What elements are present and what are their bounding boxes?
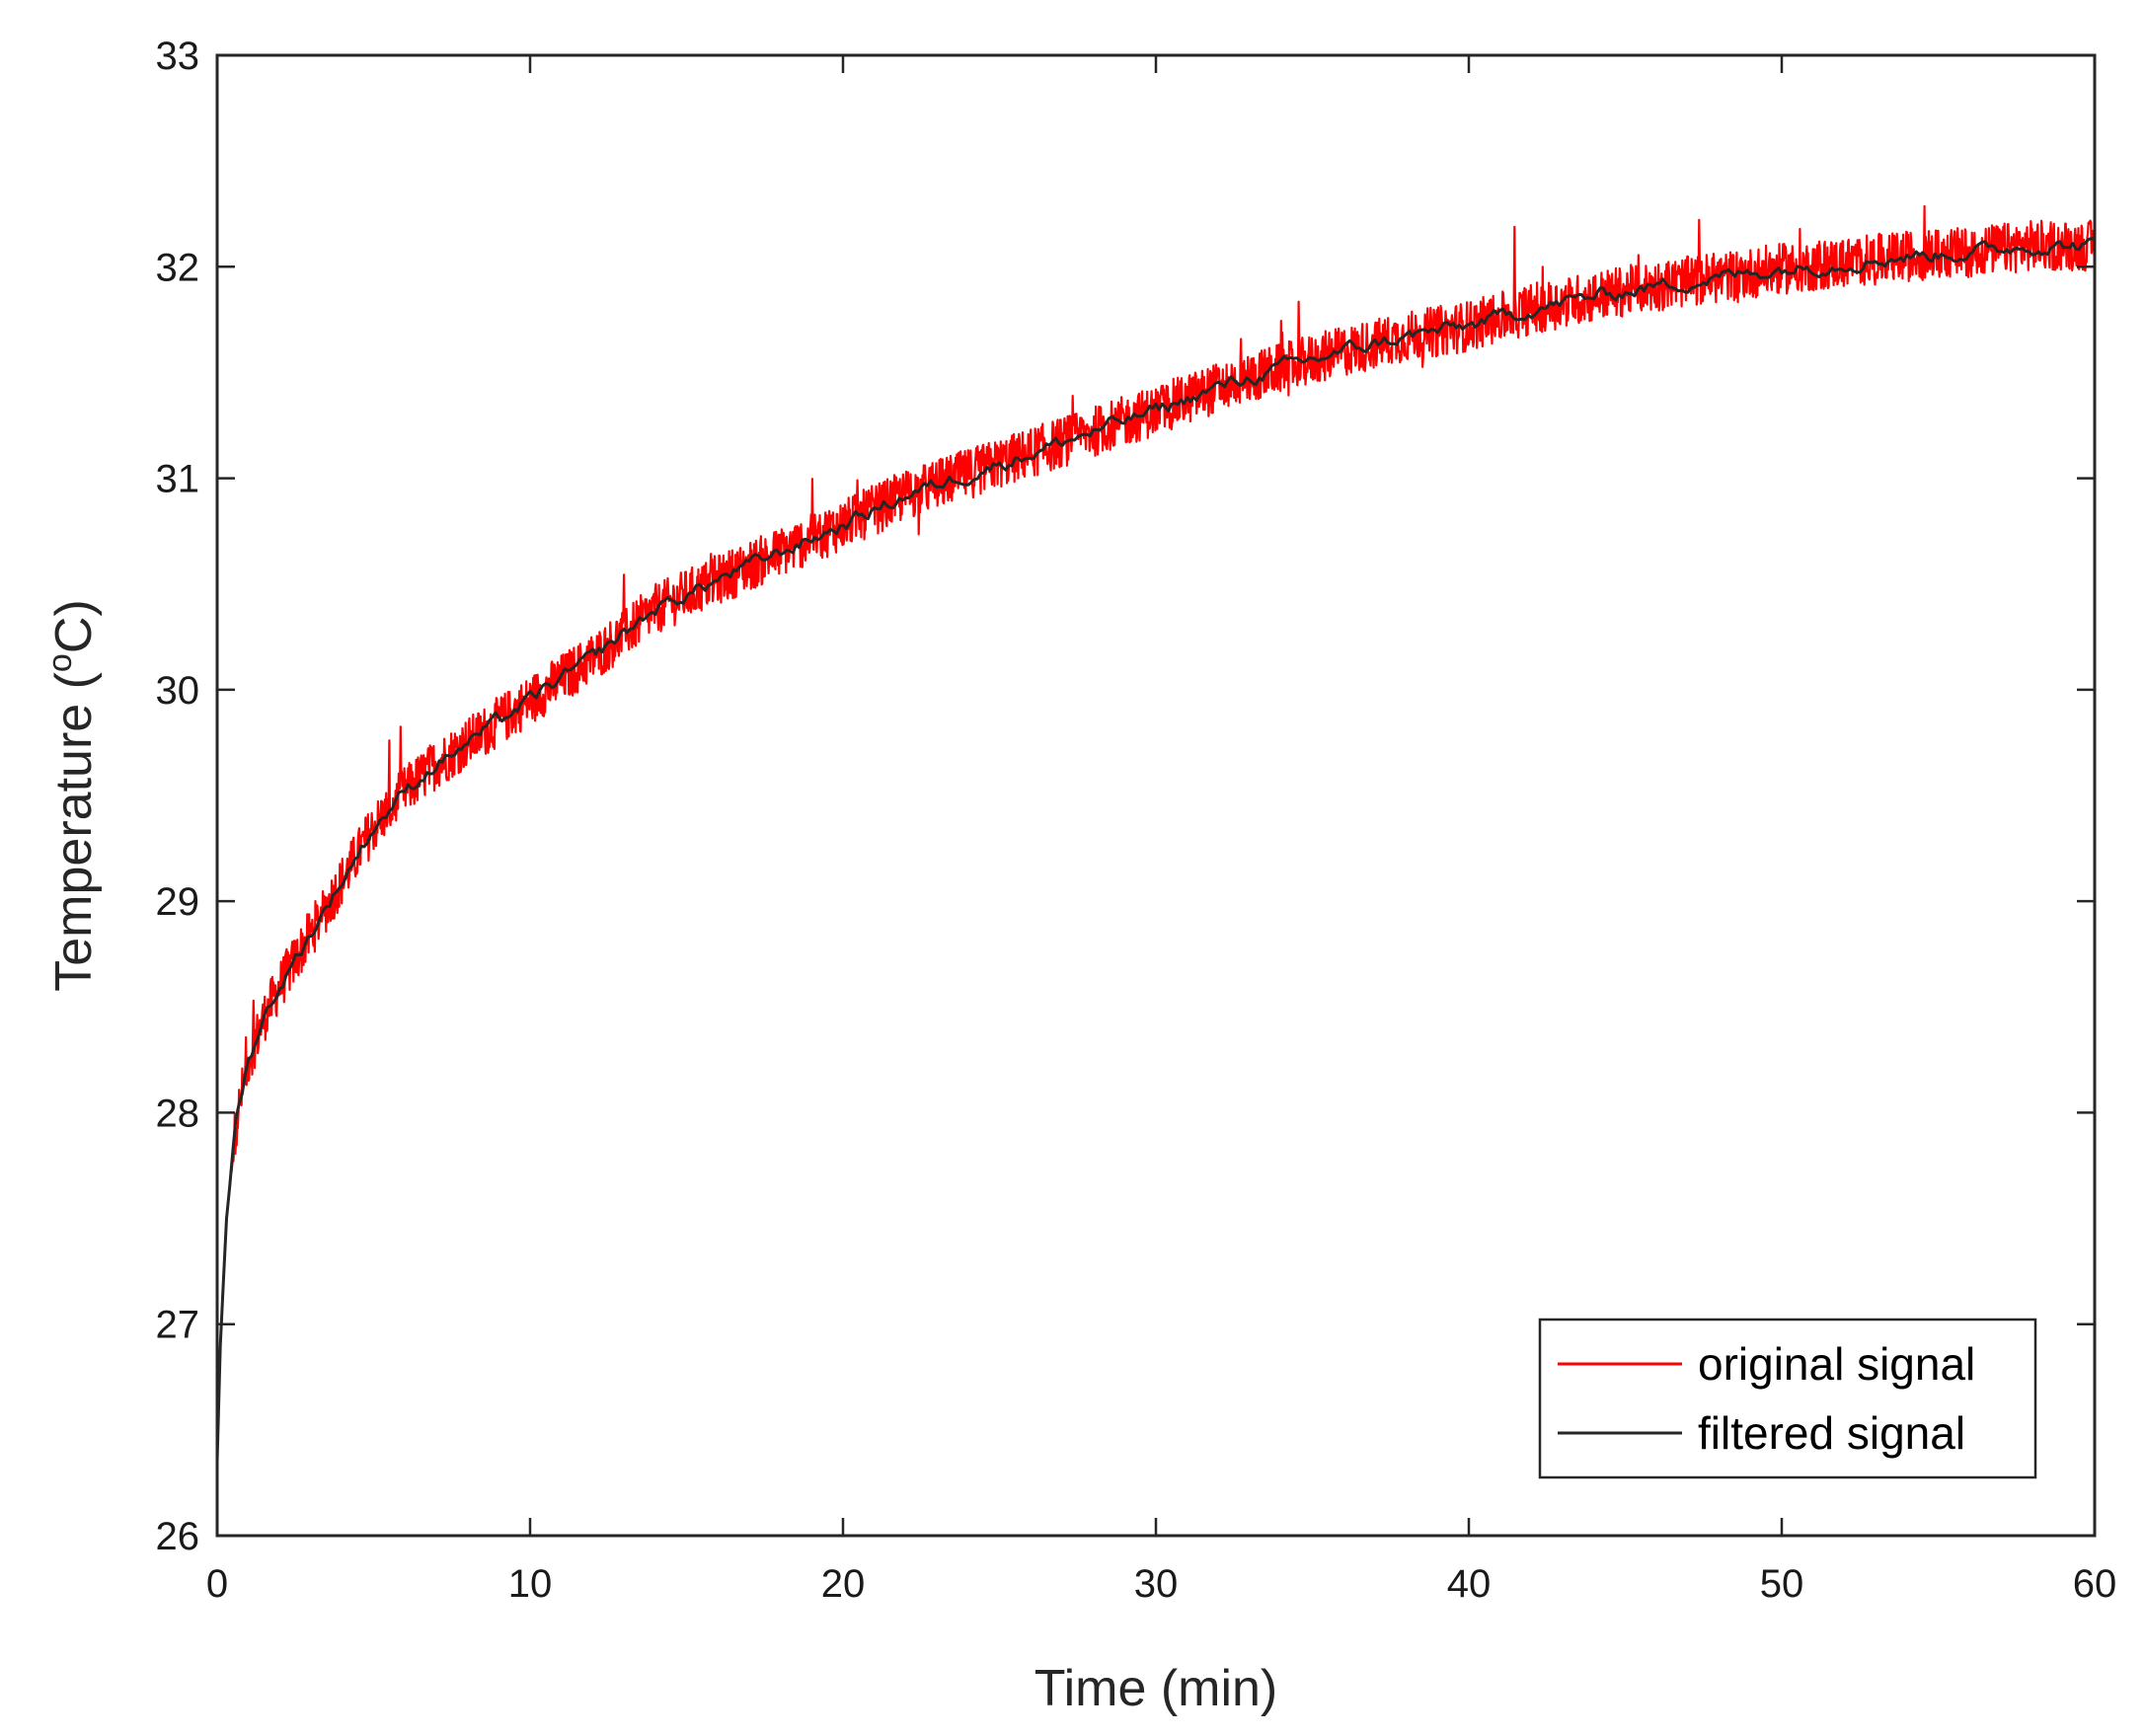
x-tick-label: 60: [2073, 1562, 2117, 1606]
plot-series: [215, 204, 2097, 1463]
x-tick-label: 10: [508, 1562, 553, 1606]
legend-label-original: original signal: [1698, 1338, 1975, 1390]
y-axis-ticks: 26 27 28 29 30 31 32 33: [156, 35, 2095, 1558]
x-tick-label: 0: [206, 1562, 228, 1606]
y-tick-label: 26: [156, 1515, 200, 1558]
y-tick-label: 28: [156, 1092, 200, 1135]
original-signal-line: [215, 204, 2097, 1461]
y-tick-label: 32: [156, 246, 200, 289]
x-tick-label: 30: [1134, 1562, 1179, 1606]
y-tick-label: 30: [156, 669, 200, 713]
x-axis-ticks: 0 10 20 30 40 50 60: [206, 55, 2116, 1606]
filtered-signal-line: [215, 237, 2096, 1463]
y-axis-title: Temperature (oC): [41, 599, 103, 991]
x-tick-label: 20: [821, 1562, 866, 1606]
x-axis-title: Time (min): [1034, 1660, 1278, 1717]
y-tick-label: 27: [156, 1304, 200, 1347]
y-tick-label: 31: [156, 458, 200, 501]
y-tick-label: 33: [156, 35, 200, 78]
legend: original signal filtered signal: [1538, 1318, 2037, 1479]
x-tick-label: 50: [1760, 1562, 1804, 1606]
legend-box: [1538, 1318, 2037, 1479]
x-tick-label: 40: [1447, 1562, 1492, 1606]
y-tick-label: 29: [156, 880, 200, 924]
legend-label-filtered: filtered signal: [1698, 1407, 1965, 1459]
